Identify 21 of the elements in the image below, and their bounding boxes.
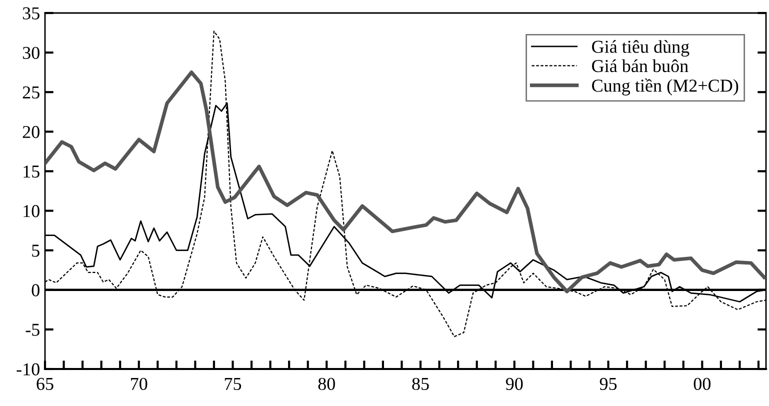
x-tick-label: 95 [600,378,617,390]
y-tick-label: 10 [24,205,40,218]
y-tick-label: 5 [32,244,40,257]
x-tick-label: 80 [318,378,335,390]
y-tick-label: 15 [24,166,40,178]
y-tick-label: 30 [22,46,40,59]
legend-label: Giá bán buôn [592,59,688,72]
y-tick-label: 35 [22,7,40,20]
y-tick-label: -10 [16,363,40,376]
x-tick-label: 85 [412,378,429,390]
x-tick-label: 90 [506,378,523,390]
y-tick-label: 0 [32,284,40,296]
x-tick-label: 00 [694,378,710,390]
x-tick-label: 75 [224,378,242,390]
y-tick-label: 20 [22,126,40,138]
y-tick-label: 25 [22,86,40,99]
x-tick-label: 65 [36,378,54,390]
legend-label: Cung tiền (M2+CD) [592,78,738,96]
x-tick-label: 70 [131,378,148,390]
y-tick-label: -5 [26,324,40,336]
legend-label: Giá tiêu dùng [592,40,690,57]
